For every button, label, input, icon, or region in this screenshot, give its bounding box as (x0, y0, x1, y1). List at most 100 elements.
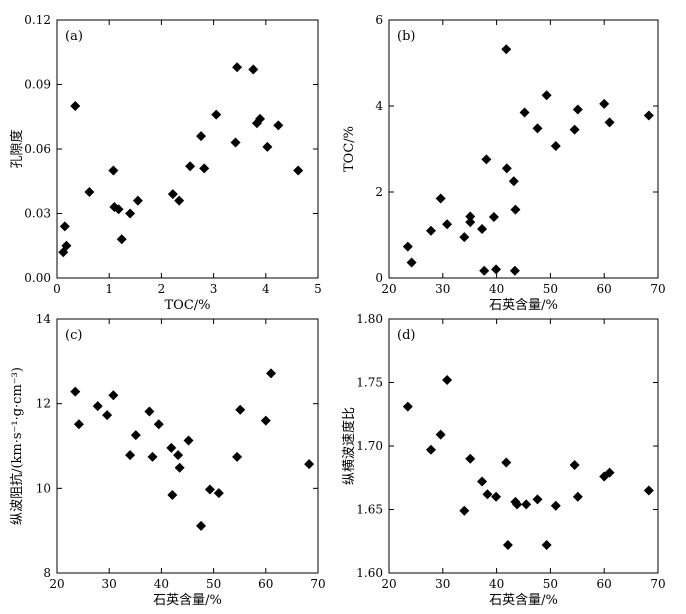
data-point-a (125, 208, 136, 219)
x-tick-label-b: 50 (543, 282, 558, 296)
data-point-b (599, 98, 610, 109)
data-point-c (266, 368, 277, 379)
x-tick-label-b: 30 (435, 282, 450, 296)
plot-frame-c (56, 318, 319, 574)
data-point-b (501, 44, 512, 55)
data-point-a (248, 64, 259, 75)
data-point-c (166, 442, 177, 453)
y-tick-label-a: 0.00 (24, 271, 51, 285)
data-point-d (491, 491, 502, 502)
data-point-c (153, 419, 164, 430)
x-axis-label-a: TOC/% (164, 298, 210, 313)
data-point-d (435, 429, 446, 440)
data-point-b (406, 257, 417, 268)
y-tick-label-a: 0.12 (24, 13, 51, 27)
x-tick-label-d: 50 (543, 577, 558, 591)
y-tick-label-a: 0.06 (24, 142, 51, 156)
data-point-c (260, 415, 271, 426)
data-point-c (108, 390, 119, 401)
data-point-d (572, 491, 583, 502)
data-point-d (465, 453, 476, 464)
data-point-c (204, 484, 215, 495)
data-point-d (501, 457, 512, 468)
data-point-d (477, 476, 488, 487)
data-point-a (167, 189, 178, 200)
data-point-a (84, 187, 95, 197)
data-point-d (604, 467, 615, 478)
data-point-b (481, 154, 492, 165)
data-point-b (465, 211, 476, 222)
x-axis-label-b: 石英含量/% (489, 297, 558, 313)
data-point-d (459, 505, 470, 516)
data-point-d (569, 460, 580, 471)
x-tick-label-c: 30 (102, 577, 117, 591)
data-point-d (521, 499, 532, 510)
y-tick-label-b: 6 (375, 13, 383, 27)
x-tick-label-d: 30 (435, 577, 450, 591)
data-point-d (541, 540, 552, 551)
y-tick-label-d: 1.70 (356, 439, 383, 453)
data-point-c (130, 430, 141, 441)
data-point-b (491, 264, 502, 275)
x-tick-label-c: 20 (49, 577, 64, 591)
panel-d: 20 30 40 50 60 70 1.60 1.65 1.70 1.75 1.80 石英含量/% 纵横… (341, 312, 666, 608)
panel-label-c: (c) (65, 328, 82, 343)
data-point-c (70, 386, 81, 397)
data-point-c (167, 489, 178, 500)
x-tick-label-a: 2 (158, 282, 166, 296)
data-point-c (183, 435, 194, 446)
data-point-b (541, 90, 552, 101)
data-point-c (92, 401, 103, 412)
plot-frame-a (56, 19, 319, 279)
data-point-a (61, 240, 72, 251)
x-tick-label-d: 40 (489, 577, 504, 591)
data-point-a (116, 234, 127, 245)
data-point-b (550, 140, 561, 151)
data-point-c (144, 406, 155, 417)
x-tick-label-d: 20 (381, 577, 396, 591)
data-point-a (230, 137, 241, 148)
data-point-d (425, 444, 436, 455)
y-tick-label-c: 14 (36, 312, 52, 326)
x-tick-label-d: 70 (650, 577, 665, 591)
data-point-a (185, 161, 196, 172)
data-point-c (235, 404, 246, 415)
y-tick-label-b: 2 (375, 185, 383, 199)
y-tick-label-c: 10 (36, 481, 51, 495)
data-point-b (442, 219, 453, 230)
data-point-a (262, 141, 273, 152)
y-axis-label-c: 纵波阻抗/(km·s⁻¹·g·cm⁻³) (10, 367, 25, 525)
panel-label-d: (d) (397, 328, 415, 343)
x-tick-label-b: 40 (489, 282, 504, 296)
data-point-b (479, 265, 490, 276)
data-point-a (59, 221, 70, 232)
data-point-d (512, 499, 523, 510)
data-point-b (569, 124, 580, 135)
data-point-a (211, 109, 222, 120)
y-tick-label-a: 0.03 (24, 207, 51, 221)
data-point-a (255, 113, 266, 124)
x-axis-label-d: 石英含量/% (489, 592, 558, 608)
data-point-b (532, 123, 543, 134)
data-point-b (501, 163, 512, 174)
data-point-c (213, 488, 224, 499)
data-point-c (174, 462, 185, 473)
data-point-b (508, 176, 519, 187)
y-tick-label-b: 0 (375, 271, 383, 285)
y-tick-label-d: 1.75 (356, 376, 383, 390)
data-point-c (304, 459, 315, 470)
data-point-a (174, 195, 185, 206)
data-point-d (550, 500, 561, 511)
x-tick-label-b: 70 (650, 282, 665, 296)
y-axis-label-a: 孔隙度 (9, 129, 25, 168)
data-point-c (196, 520, 207, 531)
x-tick-label-a: 0 (53, 282, 61, 296)
y-axis-label-d: 纵横波速度比 (341, 407, 357, 485)
x-tick-label-a: 3 (210, 282, 218, 296)
data-point-d (442, 374, 453, 385)
data-point-a (108, 165, 119, 176)
x-axis-label-c: 石英含量/% (153, 592, 222, 608)
y-tick-label-d: 1.60 (356, 566, 383, 580)
data-point-b (519, 107, 530, 118)
data-point-a (293, 165, 304, 176)
